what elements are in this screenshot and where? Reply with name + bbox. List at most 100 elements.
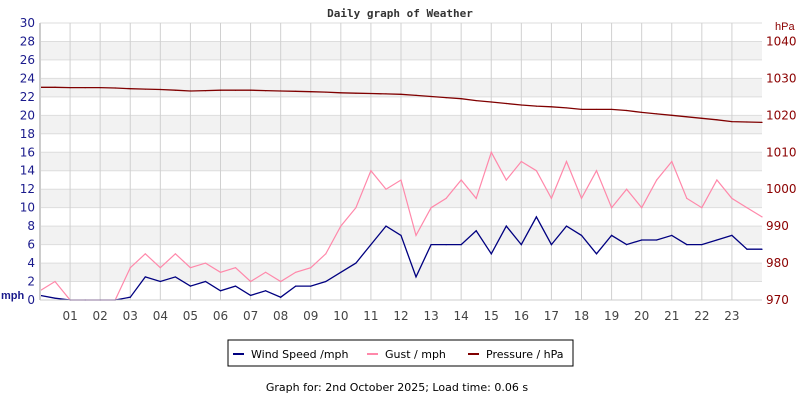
data-point (129, 267, 131, 269)
x-tick: 17 (544, 309, 559, 323)
data-point (54, 86, 56, 88)
data-point (430, 207, 432, 209)
data-point (445, 97, 447, 99)
data-point (129, 88, 131, 90)
data-point (641, 111, 643, 113)
x-tick: 05 (183, 309, 198, 323)
x-tick: 02 (93, 309, 108, 323)
legend-label: Pressure / hPa (486, 348, 564, 361)
y-right-tick: 980 (766, 256, 789, 270)
y-left-tick: 4 (27, 256, 35, 270)
x-tick: 21 (664, 309, 679, 323)
data-point (550, 197, 553, 200)
x-tick: 16 (514, 309, 529, 323)
data-point (535, 170, 537, 172)
data-point (430, 95, 432, 98)
legend: Wind Speed /mph Gust / mph Pressure / hPa (227, 339, 574, 367)
data-point (234, 285, 237, 287)
right-axis-unit: hPa (775, 21, 795, 33)
data-point (84, 87, 86, 89)
x-tick: 15 (484, 309, 499, 323)
y-left-tick: 8 (27, 219, 35, 233)
data-point (505, 102, 507, 105)
data-point (716, 119, 718, 121)
data-point (475, 99, 477, 102)
data-point (445, 197, 447, 200)
legend-label: Gust / mph (385, 348, 446, 361)
data-point (731, 197, 733, 200)
data-point (159, 88, 161, 91)
data-point (189, 267, 192, 269)
data-point (505, 225, 507, 227)
data-point (129, 296, 131, 298)
data-point (249, 89, 252, 91)
data-point (400, 234, 402, 236)
data-point (460, 179, 462, 181)
data-point (400, 179, 402, 181)
y-left-tick: 26 (20, 53, 35, 67)
data-point (580, 234, 583, 236)
y-left-tick: 28 (20, 34, 35, 48)
data-point (280, 90, 282, 92)
data-point (355, 207, 357, 209)
data-point (641, 207, 643, 209)
data-point (325, 253, 327, 255)
data-point (490, 151, 492, 153)
data-point (144, 253, 146, 255)
data-point (460, 98, 462, 100)
data-point (415, 276, 417, 278)
data-point (746, 248, 748, 250)
left-axis-unit: mph (1, 290, 25, 302)
data-point (701, 117, 703, 119)
x-tick: 19 (604, 309, 619, 323)
data-point (265, 290, 267, 292)
data-point (234, 267, 237, 269)
data-point (385, 225, 387, 227)
data-point (189, 285, 192, 287)
data-point (325, 91, 327, 93)
y-left-tick: 16 (20, 145, 35, 159)
legend-label: Wind Speed /mph (251, 348, 349, 361)
data-point (370, 244, 372, 246)
data-point (219, 89, 222, 91)
data-point (520, 104, 522, 106)
x-tick: 04 (153, 309, 168, 323)
data-point (249, 294, 252, 296)
data-point (610, 234, 613, 236)
data-point (656, 179, 658, 181)
data-point (325, 280, 327, 283)
x-tick: 13 (423, 309, 438, 323)
data-point (99, 87, 101, 89)
data-point (535, 216, 537, 218)
x-tick: 10 (333, 309, 348, 323)
data-point (595, 253, 598, 255)
data-point (475, 197, 477, 200)
data-point (550, 244, 553, 246)
data-point (340, 271, 342, 273)
data-point (535, 105, 537, 107)
y-right-tick: 1030 (766, 71, 797, 85)
y-left-tick: 20 (20, 108, 35, 122)
y-right-tick: 1040 (766, 34, 797, 48)
data-point (144, 88, 146, 90)
data-point (761, 121, 763, 123)
data-point (475, 230, 477, 232)
data-point (716, 179, 718, 181)
data-point (370, 92, 372, 95)
data-point (69, 87, 71, 89)
data-point (114, 87, 116, 89)
x-tick: 01 (62, 309, 77, 323)
data-point (430, 244, 432, 246)
data-point (565, 225, 568, 227)
data-point (400, 93, 402, 95)
x-tick: 14 (454, 309, 469, 323)
data-point (415, 94, 417, 96)
data-point (460, 244, 462, 246)
data-point (189, 90, 192, 92)
data-point (295, 285, 297, 287)
data-point (204, 89, 207, 92)
data-point (265, 89, 267, 92)
data-point (174, 253, 176, 255)
data-point (355, 92, 357, 94)
data-point (550, 106, 553, 108)
